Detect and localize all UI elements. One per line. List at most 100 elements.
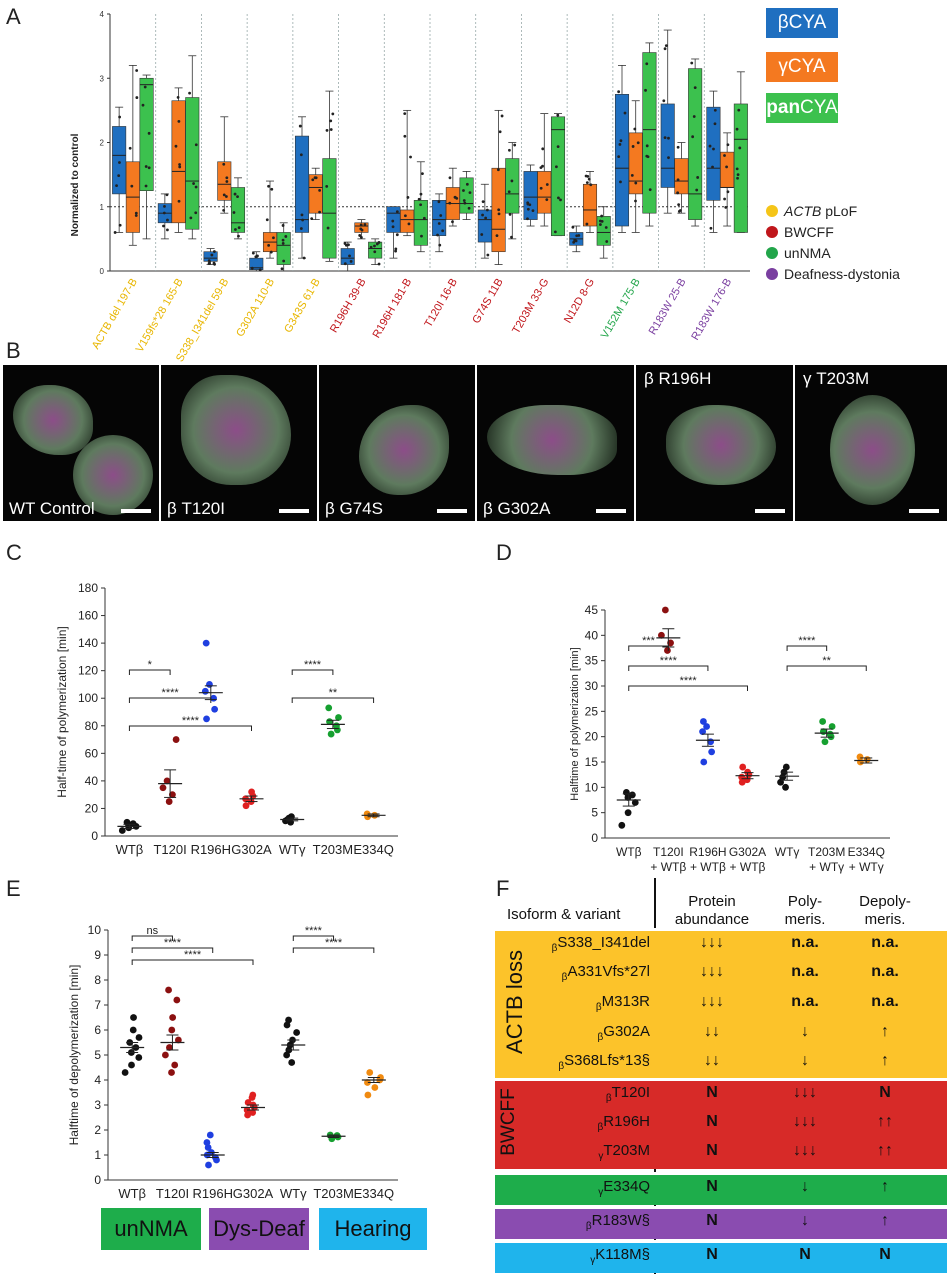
data-point: [726, 143, 730, 147]
data-point: [284, 235, 288, 238]
data-point: [165, 986, 172, 994]
data-point: [467, 206, 471, 210]
data-point: [135, 96, 139, 99]
y-tick-label: 15: [585, 755, 599, 769]
data-point: [349, 260, 353, 263]
data-point: [135, 69, 139, 72]
data-point: [508, 148, 511, 152]
data-point: [407, 222, 411, 226]
data-point: [394, 247, 398, 251]
cell-shape: [830, 395, 915, 505]
poly-cell: N: [799, 1246, 811, 1263]
data-point: [736, 176, 739, 180]
box-γCYA: [217, 161, 232, 201]
significance-bracket: [628, 665, 709, 671]
data-point: [485, 208, 489, 212]
data-point: [129, 820, 137, 827]
data-point: [285, 1016, 292, 1024]
microscopy-caption: β G302A: [483, 499, 551, 518]
data-point: [202, 639, 210, 647]
data-point: [618, 143, 622, 146]
poly-cell: ↓: [801, 1212, 809, 1229]
cell-shape: [181, 375, 291, 485]
disease-legend-item: BWCFF: [766, 224, 834, 240]
data-point: [207, 261, 211, 265]
data-point: [600, 214, 604, 218]
data-point: [436, 233, 439, 237]
category-label: WTγ: [279, 842, 306, 857]
legend-dot: [766, 268, 778, 280]
data-point: [513, 143, 517, 147]
header-isoform: Isoform & variant: [507, 906, 621, 923]
y-tick-label: 140: [78, 636, 98, 650]
data-point: [700, 758, 708, 766]
box-panCYA: [322, 158, 337, 259]
significance-label: ****: [182, 715, 200, 727]
box-panCYA: [459, 177, 474, 214]
significance-label: ****: [184, 949, 202, 961]
box-panCYA: [230, 187, 246, 233]
poly-cell: n.a.: [791, 963, 819, 981]
category-label: WTβ: [118, 1186, 146, 1201]
data-point: [194, 211, 198, 215]
y-tick-label: 8: [94, 973, 101, 987]
data-point: [313, 176, 317, 180]
data-point: [369, 245, 373, 249]
poly-cell: n.a.: [791, 933, 819, 951]
significance-label: **: [822, 655, 831, 667]
data-point: [577, 234, 581, 237]
category-label: + WTβ: [730, 860, 766, 874]
depoly-cell: ↑: [881, 1212, 889, 1229]
data-point: [162, 1051, 169, 1059]
box-panCYA: [413, 200, 428, 246]
significance-label: *: [148, 659, 153, 671]
data-point: [165, 193, 169, 197]
data-point: [667, 136, 670, 140]
data-point: [371, 1084, 379, 1091]
data-point: [147, 166, 151, 170]
panel-label-c: C: [6, 540, 22, 565]
variant-label: γT203M: [520, 1142, 650, 1162]
data-point: [462, 199, 466, 202]
data-point: [163, 777, 171, 785]
data-point: [739, 763, 747, 771]
data-point: [526, 207, 530, 211]
data-point: [237, 226, 241, 230]
data-point: [325, 704, 333, 712]
data-point: [325, 184, 329, 188]
box-γCYA: [354, 222, 369, 233]
cell-shape: [487, 405, 617, 475]
microscopy-caption: γ T203M: [803, 369, 870, 388]
data-point: [251, 251, 255, 255]
data-point: [293, 1029, 301, 1036]
y-tick-label: 5: [591, 806, 598, 820]
data-point: [159, 784, 167, 792]
cell-shape: [359, 405, 449, 495]
variant-name: M313R: [601, 993, 650, 1010]
depoly-cell: n.a.: [871, 933, 899, 951]
significance-bracket: [131, 947, 214, 953]
data-point: [480, 233, 484, 236]
microscopy-image: γ T203M: [795, 365, 947, 521]
y-tick-label: 120: [78, 664, 98, 678]
data-point: [572, 240, 576, 244]
data-point: [699, 728, 706, 735]
data-point: [178, 165, 182, 169]
data-point: [630, 173, 634, 177]
data-point: [244, 1099, 252, 1106]
data-point: [173, 996, 181, 1004]
data-point: [403, 112, 407, 116]
data-point: [695, 188, 699, 192]
data-point: [395, 210, 399, 213]
significance-label: ***: [642, 635, 656, 647]
y-tick-label: 35: [585, 654, 599, 668]
microscopy-caption: β T120I: [167, 499, 225, 518]
variant-label: βA331Vfs*27l: [520, 963, 650, 983]
data-point: [225, 176, 229, 180]
data-point: [667, 156, 670, 160]
significance-bracket: [128, 697, 212, 703]
data-point: [335, 714, 342, 721]
data-point: [735, 127, 739, 131]
data-point: [584, 174, 588, 178]
